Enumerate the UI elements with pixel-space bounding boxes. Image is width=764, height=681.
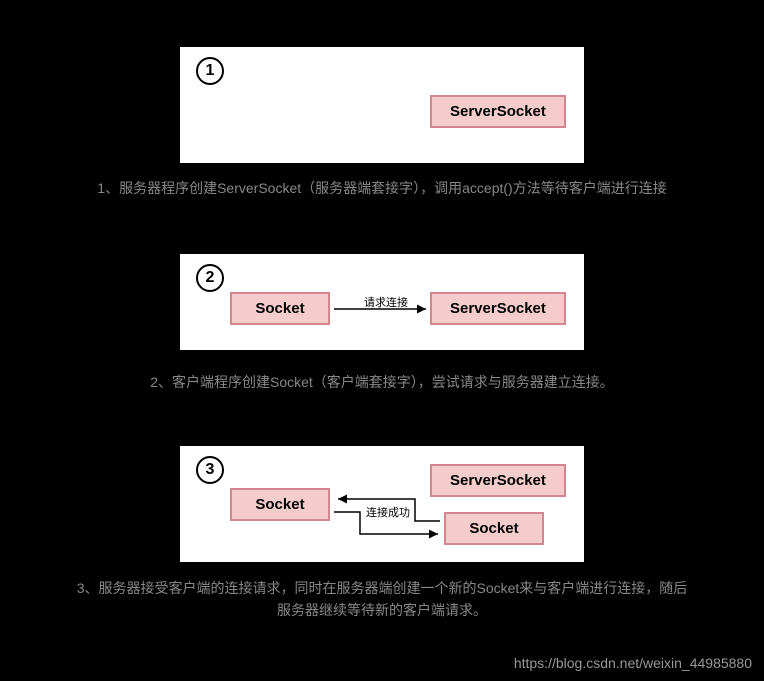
step-panel-1: 1 ServerSocket — [178, 45, 586, 165]
server-new-socket-node: Socket — [444, 512, 544, 545]
serversocket-node-2: ServerSocket — [430, 292, 566, 325]
caption-2: 2、客户端程序创建Socket（客户端套接字），尝试请求与服务器建立连接。 — [72, 371, 692, 393]
step-badge-2: 2 — [196, 264, 224, 292]
step-badge-1: 1 — [196, 57, 224, 85]
caption-3: 3、服务器接受客户端的连接请求，同时在服务器端创建一个新的Socket来与客户端… — [72, 577, 692, 622]
serversocket-node-3: ServerSocket — [430, 464, 566, 497]
watermark: https://blog.csdn.net/weixin_44985880 — [514, 655, 752, 671]
request-connect-label: 请求连接 — [364, 294, 408, 310]
serversocket-node: ServerSocket — [430, 95, 566, 128]
caption-1: 1、服务器程序创建ServerSocket（服务器端套接字），调用accept(… — [72, 177, 692, 199]
client-socket-node: Socket — [230, 292, 330, 325]
client-socket-node-3: Socket — [230, 488, 330, 521]
step-badge-3: 3 — [196, 456, 224, 484]
step-panel-3: 3 Socket ServerSocket Socket 连接成功 — [178, 444, 586, 564]
step-panel-2: 2 Socket 请求连接 ServerSocket — [178, 252, 586, 352]
connect-success-label: 连接成功 — [366, 504, 410, 520]
